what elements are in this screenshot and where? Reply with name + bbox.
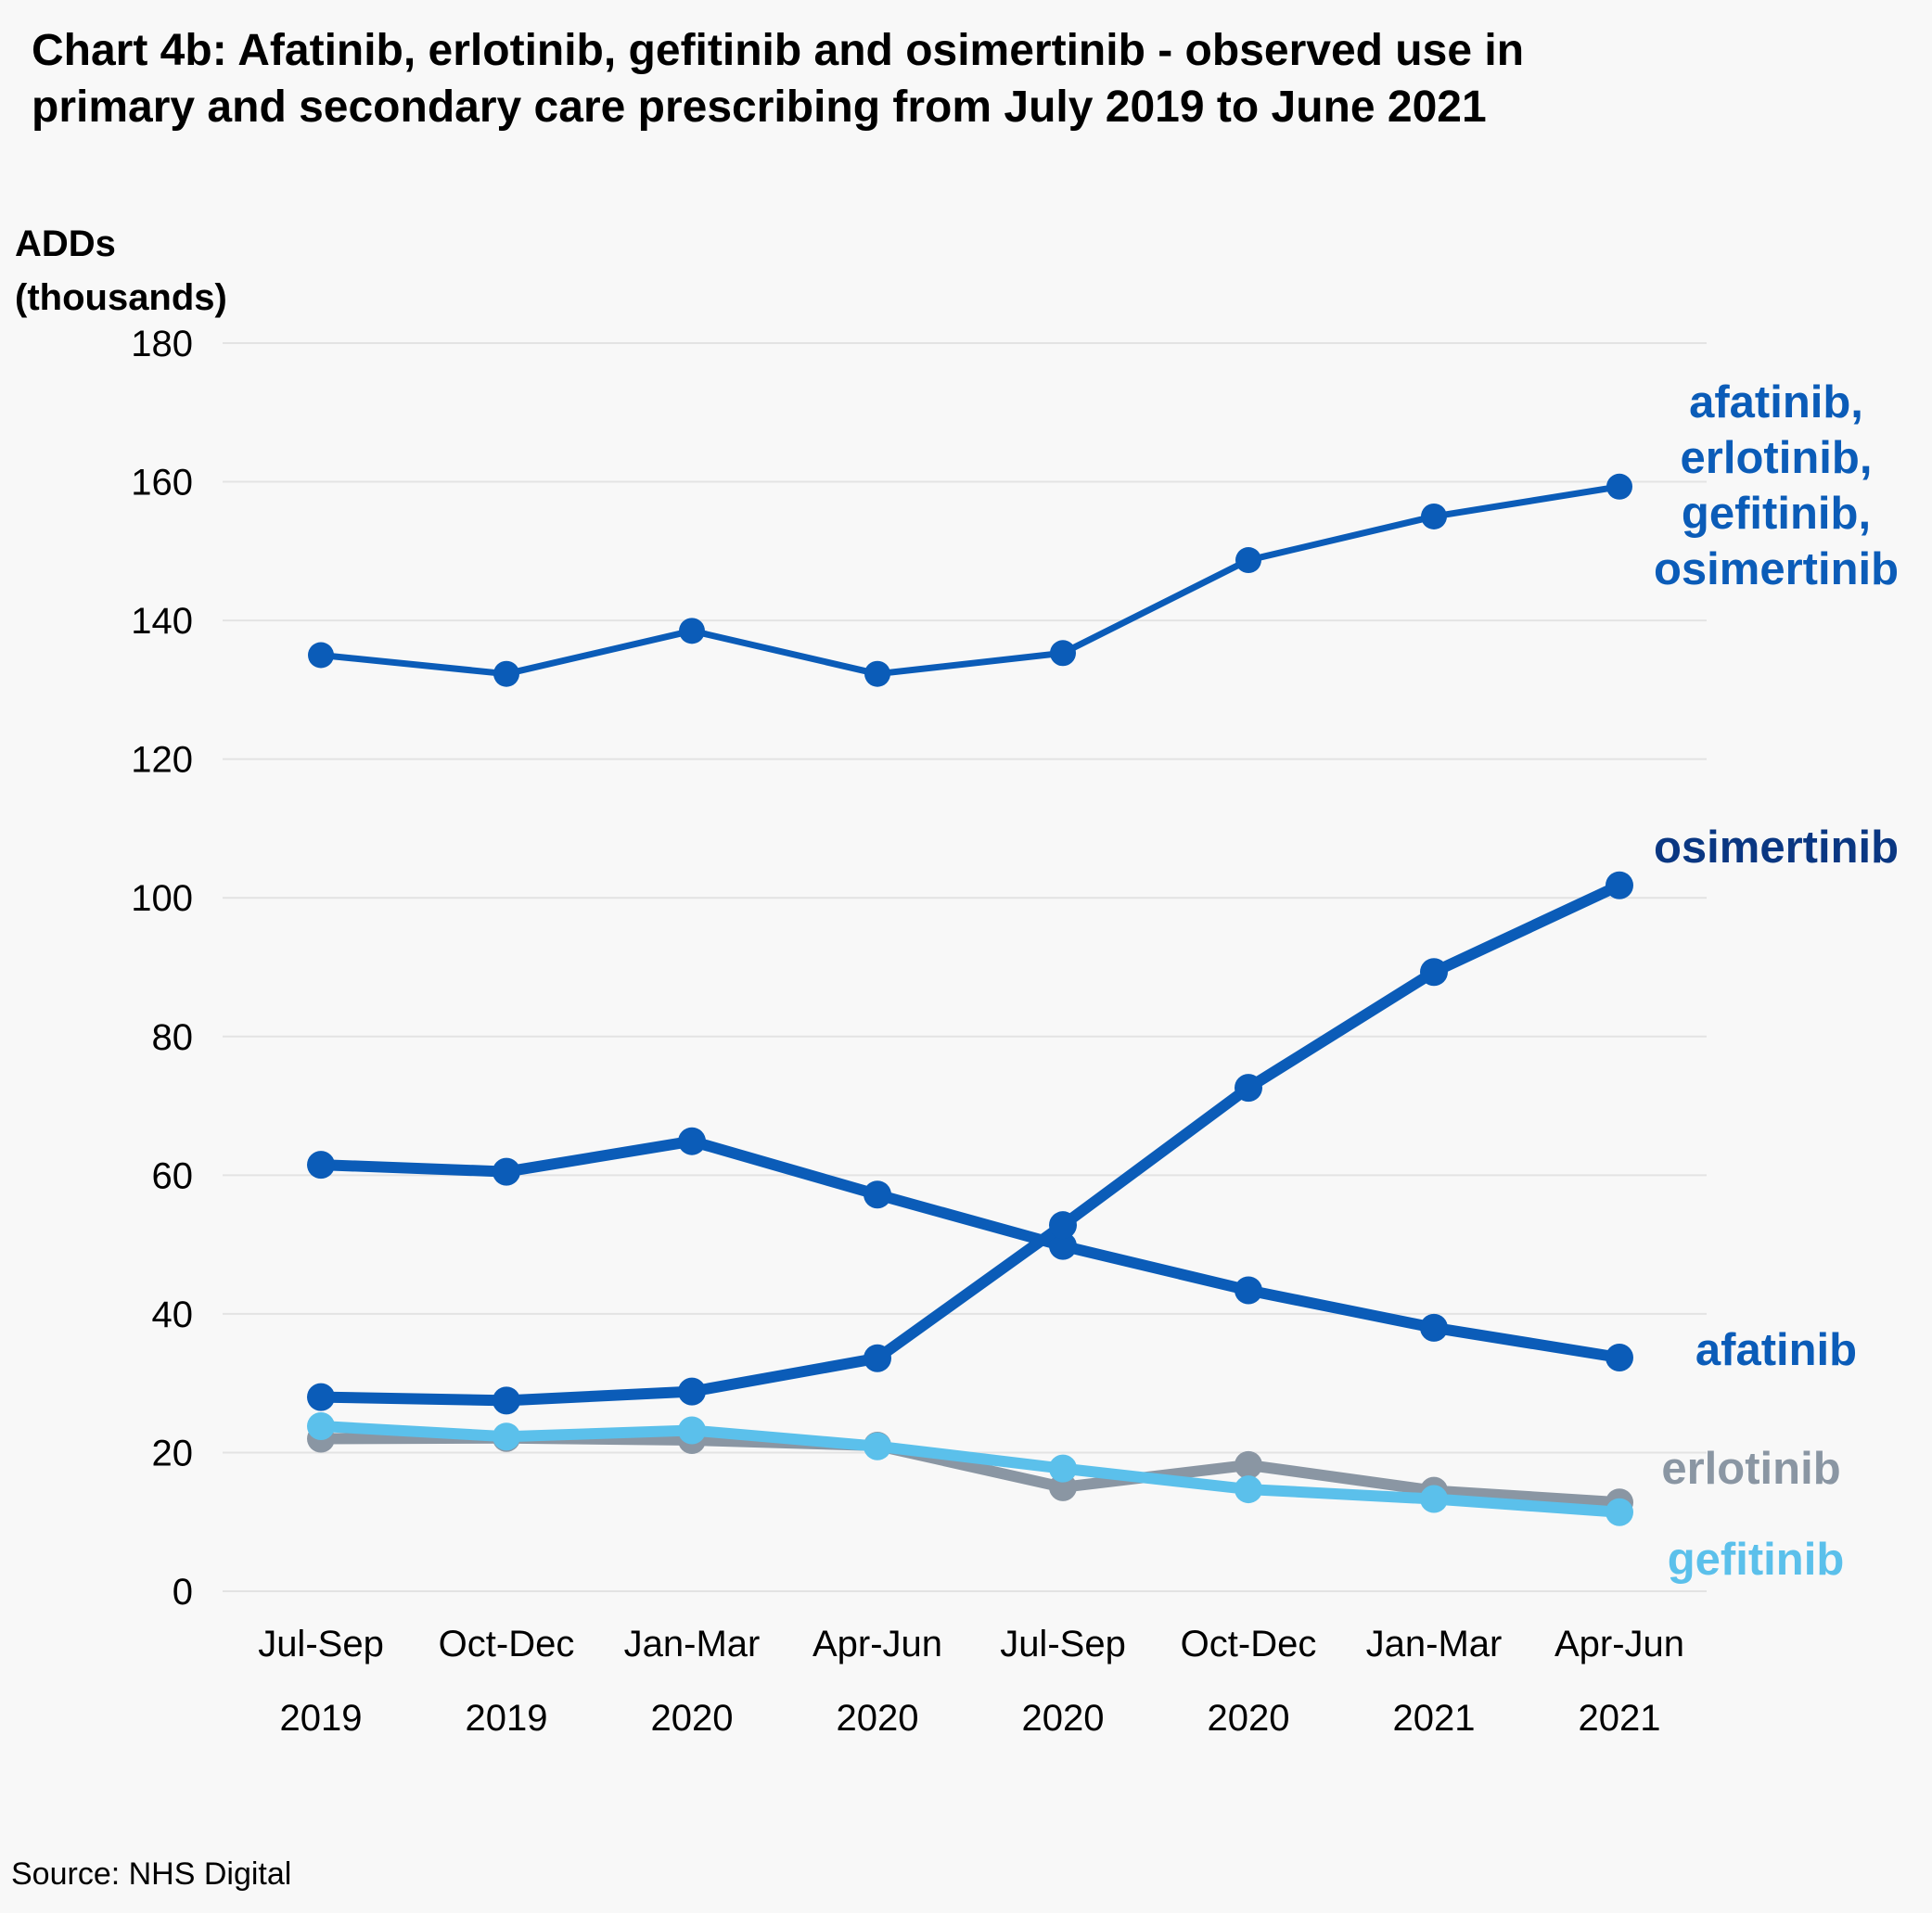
data-point bbox=[1420, 1485, 1448, 1513]
series-line bbox=[317, 483, 1623, 678]
y-tick-label: 60 bbox=[152, 1155, 194, 1196]
x-tick-label-year: 2019 bbox=[466, 1698, 548, 1739]
data-point bbox=[307, 1412, 335, 1441]
y-tick-label: 160 bbox=[131, 463, 193, 504]
x-tick-label-period: Oct-Dec bbox=[439, 1624, 575, 1664]
x-tick-label-year: 2019 bbox=[280, 1698, 363, 1739]
series-osimertinib bbox=[307, 871, 1633, 1415]
data-point bbox=[864, 1180, 891, 1209]
y-tick-label: 20 bbox=[152, 1433, 194, 1473]
data-point bbox=[1420, 1313, 1448, 1342]
x-tick-label-period: Jan-Mar bbox=[624, 1624, 761, 1664]
series-total bbox=[308, 473, 1632, 687]
data-point bbox=[1050, 640, 1076, 667]
series-labels: afatinib,erlotinib,gefitinib,osimertinib… bbox=[1654, 377, 1899, 1585]
data-point bbox=[307, 1151, 335, 1180]
data-point bbox=[1606, 871, 1633, 899]
y-tick-label: 180 bbox=[131, 324, 193, 364]
y-tick-label: 0 bbox=[173, 1572, 193, 1613]
y-tick-label: 40 bbox=[152, 1294, 194, 1335]
x-tick-label-period: Oct-Dec bbox=[1181, 1624, 1317, 1664]
y-axis-label-line-1: ADDs bbox=[15, 223, 116, 264]
data-point bbox=[678, 1127, 706, 1155]
data-point bbox=[307, 1383, 335, 1411]
series-line bbox=[315, 879, 1625, 1407]
x-tick-label-period: Jul-Sep bbox=[258, 1624, 384, 1664]
data-point bbox=[864, 1432, 891, 1460]
x-tick-label-period: Apr-Jun bbox=[1555, 1624, 1684, 1664]
series-line bbox=[315, 1421, 1625, 1518]
series-label-total: afatinib, bbox=[1689, 377, 1863, 427]
y-tick-label: 120 bbox=[131, 740, 193, 781]
data-point bbox=[864, 660, 890, 687]
x-tick-label-year: 2021 bbox=[1393, 1698, 1476, 1739]
source-note: Source: NHS Digital bbox=[11, 1856, 292, 1892]
x-tick-label-year: 2020 bbox=[1208, 1698, 1290, 1739]
chart-title: Chart 4b: Afatinib, erlotinib, gefitinib… bbox=[32, 22, 1887, 135]
series-label-osimertinib: osimertinib bbox=[1654, 823, 1899, 873]
data-point bbox=[1606, 1343, 1633, 1371]
data-point bbox=[1049, 1231, 1077, 1260]
data-point bbox=[1420, 958, 1448, 987]
data-point bbox=[679, 618, 705, 644]
y-tick-label: 140 bbox=[131, 601, 193, 642]
data-point bbox=[1049, 1454, 1077, 1483]
x-tick-label-period: Jul-Sep bbox=[1000, 1624, 1126, 1664]
data-point bbox=[1606, 473, 1632, 500]
data-point bbox=[493, 1157, 520, 1186]
y-axis-label-line-2: (thousands) bbox=[15, 277, 227, 318]
x-tick-label-year: 2021 bbox=[1579, 1698, 1661, 1739]
data-point bbox=[678, 1416, 706, 1445]
x-axis-ticks: Jul-Sep 2019 Oct-Dec 2019 Jan-Mar 2020 Apr-Jun… bbox=[258, 1624, 1684, 1739]
data-point bbox=[1235, 1475, 1262, 1504]
data-point bbox=[1421, 503, 1447, 529]
x-tick-label-period: Jan-Mar bbox=[1366, 1624, 1503, 1664]
title-line-2: primary and secondary care prescribing f… bbox=[32, 83, 1487, 132]
y-tick-label: 100 bbox=[131, 878, 193, 919]
data-point bbox=[864, 1344, 891, 1372]
title-line-1: Chart 4b: Afatinib, erlotinib, gefitinib… bbox=[32, 26, 1525, 75]
series-line bbox=[315, 1135, 1625, 1363]
data-point bbox=[1606, 1498, 1633, 1526]
x-tick-label-period: Apr-Jun bbox=[812, 1624, 942, 1664]
x-tick-label-year: 2020 bbox=[651, 1698, 734, 1739]
data-point bbox=[678, 1377, 706, 1406]
x-tick-label-year: 2020 bbox=[837, 1698, 919, 1739]
series-label-total: osimertinib bbox=[1654, 544, 1899, 594]
data-point bbox=[1235, 1074, 1262, 1103]
data-point bbox=[1049, 1211, 1077, 1240]
data-point bbox=[493, 1386, 520, 1415]
series-label-total: gefitinib, bbox=[1682, 489, 1871, 539]
y-axis-ticks: 0 20 40 60 80 100 120 140 160 180 bbox=[131, 324, 193, 1613]
series-label-erlotinib: erlotinib bbox=[1661, 1444, 1840, 1494]
series-label-afatinib: afatinib bbox=[1695, 1325, 1857, 1375]
data-point bbox=[308, 642, 334, 669]
series-afatinib bbox=[307, 1127, 1633, 1371]
data-point bbox=[493, 1422, 520, 1451]
data-point bbox=[1235, 1450, 1262, 1479]
x-tick-label-year: 2020 bbox=[1022, 1698, 1105, 1739]
data-point bbox=[493, 660, 519, 687]
series-gefitinib bbox=[307, 1412, 1633, 1526]
series-lines bbox=[307, 473, 1633, 1526]
series-label-gefitinib: gefitinib bbox=[1668, 1535, 1845, 1585]
y-tick-label: 80 bbox=[152, 1017, 194, 1058]
series-label-total: erlotinib, bbox=[1681, 433, 1873, 483]
y-axis-label: ADDs (thousands) bbox=[15, 217, 227, 325]
data-point bbox=[1235, 547, 1261, 574]
data-point bbox=[1235, 1276, 1262, 1305]
